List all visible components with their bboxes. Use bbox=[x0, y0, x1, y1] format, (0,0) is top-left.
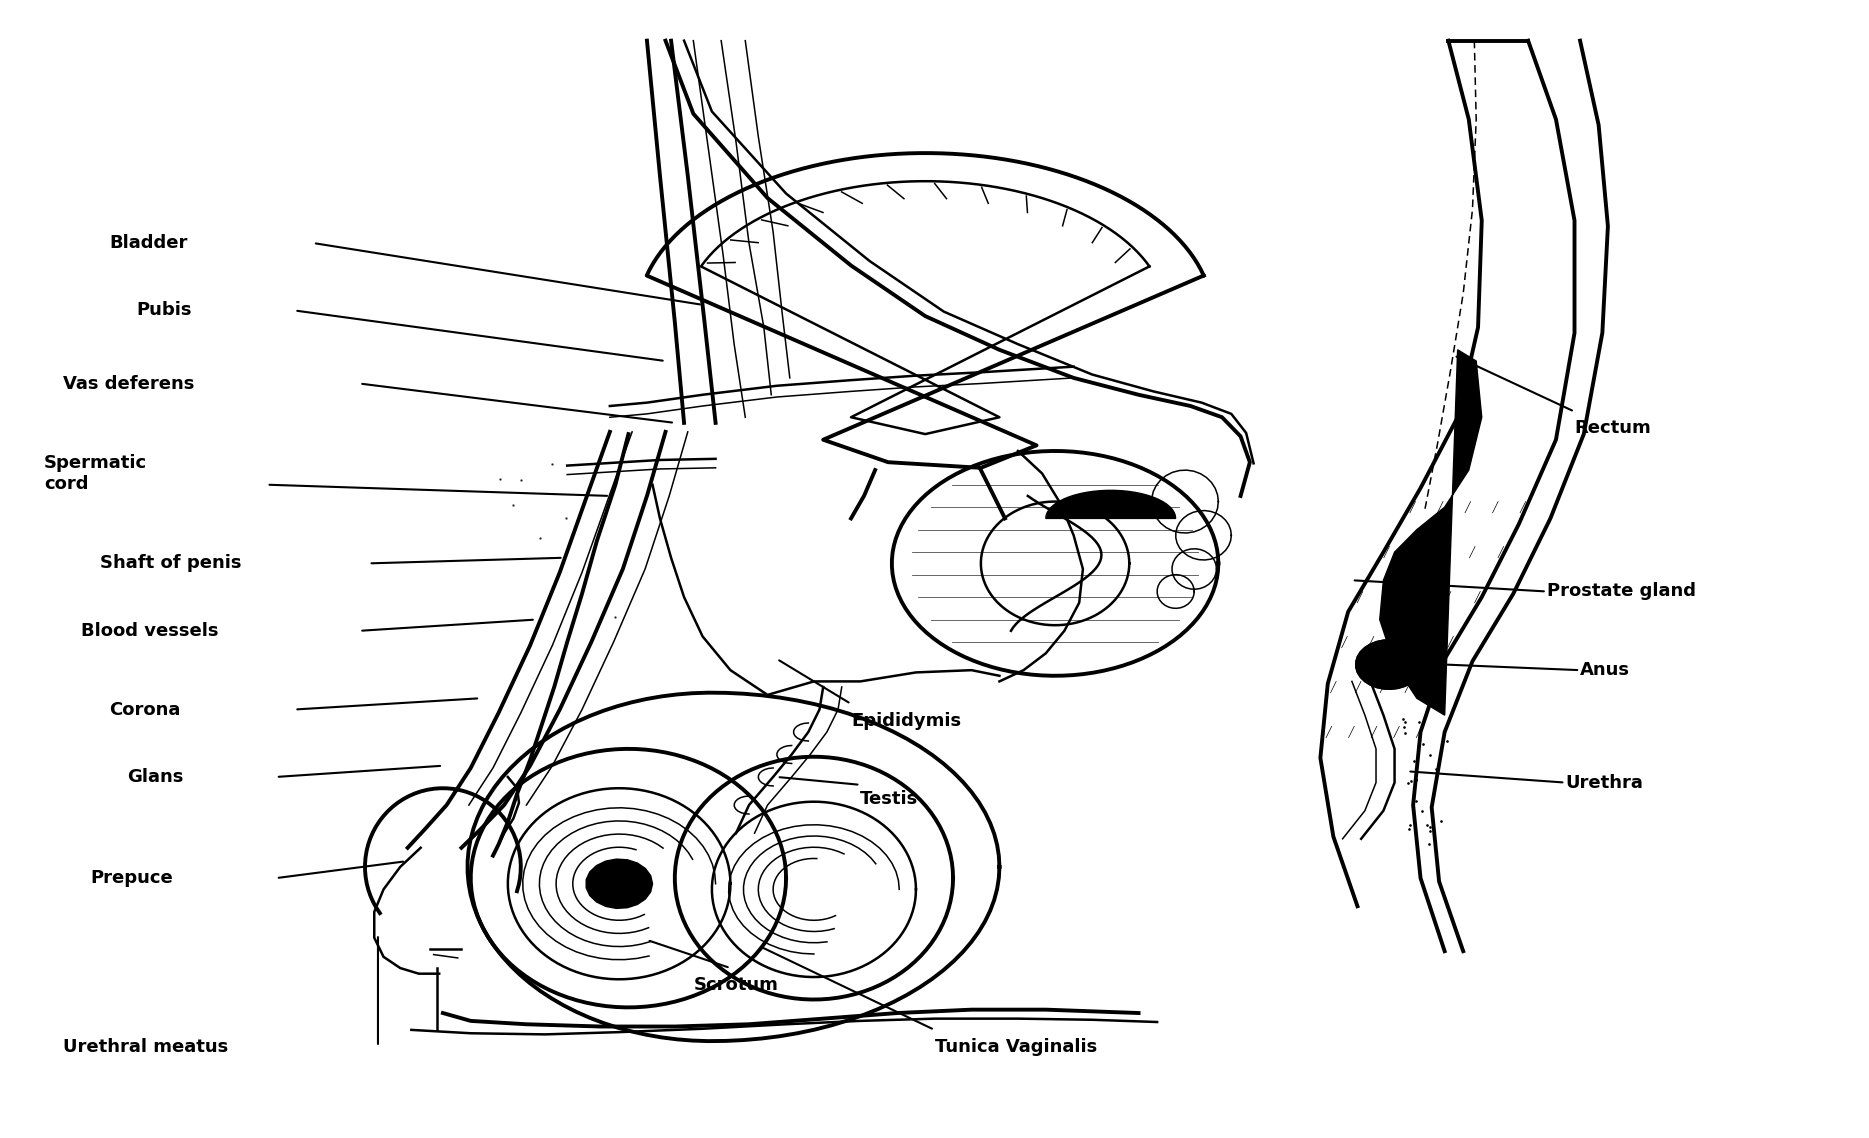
Polygon shape bbox=[1355, 640, 1422, 690]
Text: Prepuce: Prepuce bbox=[90, 869, 174, 888]
Polygon shape bbox=[587, 859, 652, 908]
Text: Urethra: Urethra bbox=[1564, 774, 1643, 792]
Text: Epididymis: Epididymis bbox=[850, 711, 961, 729]
Text: Corona: Corona bbox=[108, 701, 179, 718]
Text: Testis: Testis bbox=[860, 791, 918, 808]
Text: Glans: Glans bbox=[127, 768, 183, 786]
Text: Prostate gland: Prostate gland bbox=[1548, 583, 1695, 601]
Text: Anus: Anus bbox=[1579, 661, 1630, 679]
Text: Shaft of penis: Shaft of penis bbox=[99, 554, 241, 572]
Text: Pubis: Pubis bbox=[136, 302, 193, 320]
Text: Urethral meatus: Urethral meatus bbox=[62, 1038, 228, 1056]
Text: Bladder: Bladder bbox=[108, 234, 187, 251]
Text: Vas deferens: Vas deferens bbox=[62, 374, 194, 393]
Polygon shape bbox=[1047, 490, 1176, 519]
Polygon shape bbox=[1379, 349, 1482, 715]
Text: Scrotum: Scrotum bbox=[693, 976, 778, 993]
Text: Spermatic
cord: Spermatic cord bbox=[45, 454, 148, 493]
Text: Blood vessels: Blood vessels bbox=[80, 621, 219, 640]
Text: Tunica Vaginalis: Tunica Vaginalis bbox=[934, 1038, 1097, 1056]
Text: Rectum: Rectum bbox=[1574, 420, 1652, 437]
